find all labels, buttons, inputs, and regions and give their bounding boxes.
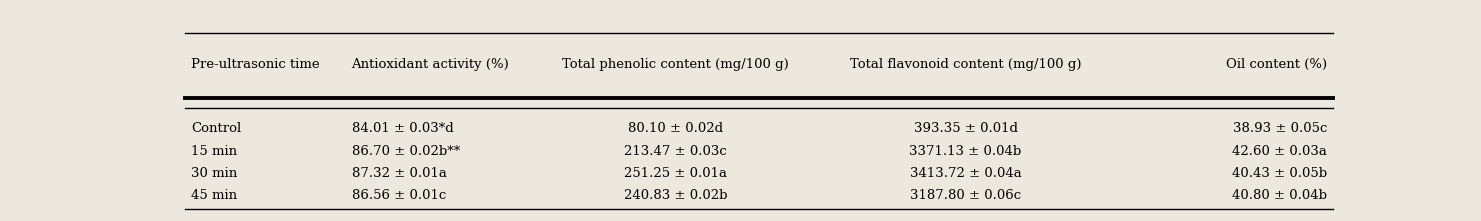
Text: 213.47 ± 0.03c: 213.47 ± 0.03c [625,145,727,158]
Text: 393.35 ± 0.01d: 393.35 ± 0.01d [914,122,1017,135]
Text: Antioxidant activity (%): Antioxidant activity (%) [351,58,509,71]
Text: Total phenolic content (mg/100 g): Total phenolic content (mg/100 g) [563,58,789,71]
Text: 240.83 ± 0.02b: 240.83 ± 0.02b [624,189,727,202]
Text: 84.01 ± 0.03*d: 84.01 ± 0.03*d [351,122,453,135]
Text: 86.70 ± 0.02b**: 86.70 ± 0.02b** [351,145,459,158]
Text: 86.56 ± 0.01c: 86.56 ± 0.01c [351,189,446,202]
Text: 15 min: 15 min [191,145,237,158]
Text: 42.60 ± 0.03a: 42.60 ± 0.03a [1232,145,1327,158]
Text: 87.32 ± 0.01a: 87.32 ± 0.01a [351,167,446,180]
Text: Control: Control [191,122,241,135]
Text: Total flavonoid content (mg/100 g): Total flavonoid content (mg/100 g) [850,58,1081,71]
Text: 251.25 ± 0.01a: 251.25 ± 0.01a [625,167,727,180]
Text: Pre-ultrasonic time: Pre-ultrasonic time [191,58,320,71]
Text: 40.80 ± 0.04b: 40.80 ± 0.04b [1232,189,1327,202]
Text: 3413.72 ± 0.04a: 3413.72 ± 0.04a [909,167,1022,180]
Text: Oil content (%): Oil content (%) [1226,58,1327,71]
Text: 40.43 ± 0.05b: 40.43 ± 0.05b [1232,167,1327,180]
Text: 3187.80 ± 0.06c: 3187.80 ± 0.06c [909,189,1022,202]
Text: 80.10 ± 0.02d: 80.10 ± 0.02d [628,122,723,135]
Text: 30 min: 30 min [191,167,237,180]
Text: 45 min: 45 min [191,189,237,202]
Text: 38.93 ± 0.05c: 38.93 ± 0.05c [1232,122,1327,135]
Text: 3371.13 ± 0.04b: 3371.13 ± 0.04b [909,145,1022,158]
